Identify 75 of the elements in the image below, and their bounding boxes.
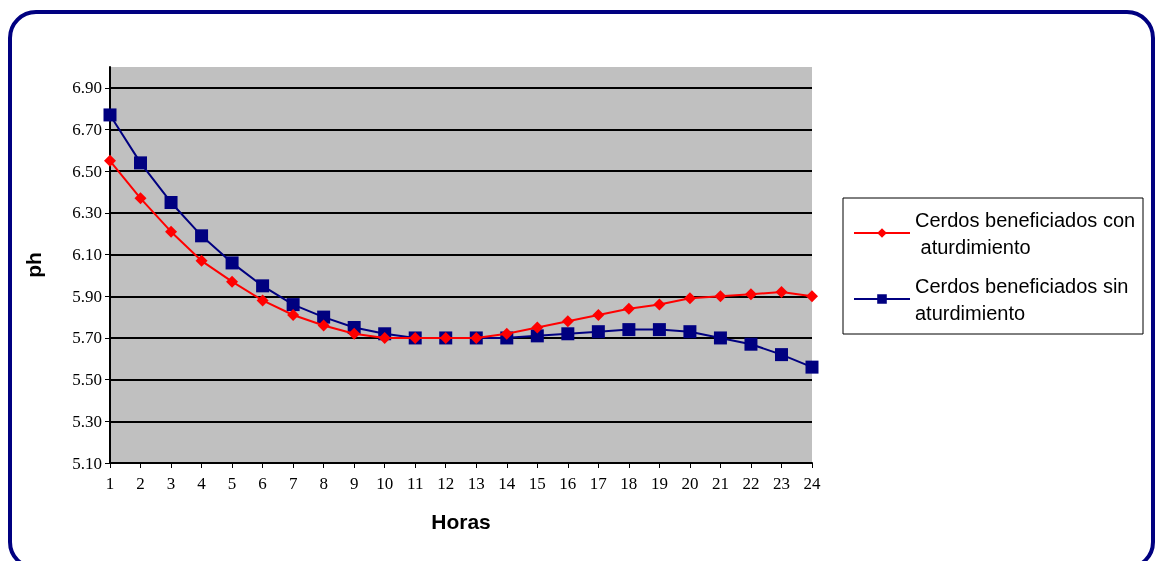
x-tick-label: 19 — [650, 474, 668, 493]
x-tick-label: 8 — [319, 474, 328, 493]
x-tick-label: 7 — [288, 474, 298, 493]
x-tick-label: 5 — [227, 474, 237, 493]
x-tick-label: 23 — [772, 474, 790, 493]
y-tick-label: 5.10 — [72, 453, 102, 473]
point — [774, 348, 788, 362]
point — [164, 195, 178, 209]
x-axis-title: Horas — [431, 510, 491, 533]
point — [165, 225, 178, 238]
y-tick-label: 5.70 — [72, 328, 102, 348]
point — [531, 321, 544, 334]
point — [226, 275, 239, 288]
point — [195, 254, 208, 267]
point — [195, 229, 209, 243]
x-tick-label: 16 — [559, 474, 577, 493]
point — [500, 327, 513, 340]
x-tick-label: 4 — [197, 474, 207, 493]
point — [805, 360, 819, 374]
x-tick-label: 10 — [376, 474, 394, 493]
y-tick-label: 5.50 — [72, 370, 102, 390]
y-tick-label: 6.50 — [72, 161, 102, 181]
x-tick-label: 20 — [681, 474, 699, 493]
point — [775, 286, 788, 299]
point — [256, 279, 270, 293]
point — [103, 108, 117, 122]
x-tick-label: 14 — [498, 474, 516, 493]
y-tick-label: 6.10 — [72, 245, 102, 265]
point — [592, 309, 605, 322]
y-tick-label: 6.90 — [72, 78, 102, 98]
point — [744, 288, 757, 301]
x-tick-label: 22 — [742, 474, 760, 493]
point — [622, 302, 635, 315]
y-tick-label: 5.30 — [72, 411, 102, 431]
point — [317, 319, 330, 332]
point — [653, 298, 666, 311]
x-tick-label: 13 — [467, 474, 485, 493]
point — [287, 309, 300, 322]
point — [134, 192, 147, 205]
x-tick-label: 2 — [136, 474, 145, 493]
point — [744, 337, 758, 351]
x-tick-label: 3 — [166, 474, 176, 493]
point — [378, 331, 391, 344]
point — [591, 325, 605, 339]
point — [104, 154, 116, 167]
legend-label: Cerdos beneficiados con aturdimiento — [915, 208, 1136, 258]
y-tick-label: 6.30 — [72, 203, 102, 223]
x-tick-label: 11 — [407, 474, 424, 493]
x-tick-label: 24 — [803, 474, 821, 493]
point — [561, 315, 574, 328]
point — [683, 292, 696, 305]
x-tick-label: 17 — [589, 474, 608, 493]
y-tick-label: 5.90 — [72, 286, 102, 306]
x-tick-label: 15 — [528, 474, 546, 493]
point — [714, 290, 727, 303]
x-tick-label: 1 — [105, 474, 115, 493]
point — [256, 294, 269, 307]
x-tick-label: 12 — [437, 474, 455, 493]
point — [806, 290, 818, 303]
point — [713, 331, 727, 345]
point — [225, 256, 239, 270]
point — [652, 323, 666, 337]
y-axis-title: ph — [22, 252, 45, 278]
point — [286, 298, 300, 312]
point — [348, 327, 361, 340]
x-tick-label: 18 — [620, 474, 638, 493]
point — [622, 323, 636, 337]
x-tick-label: 21 — [711, 474, 729, 493]
legend-label: Cerdos beneficiados sin aturdimiento — [915, 274, 1135, 324]
x-tick-label: 9 — [349, 474, 359, 493]
point — [561, 327, 575, 341]
y-tick-label: 6.70 — [72, 120, 102, 140]
x-tick-label: 6 — [258, 474, 267, 493]
point — [683, 325, 697, 339]
point — [134, 156, 148, 170]
